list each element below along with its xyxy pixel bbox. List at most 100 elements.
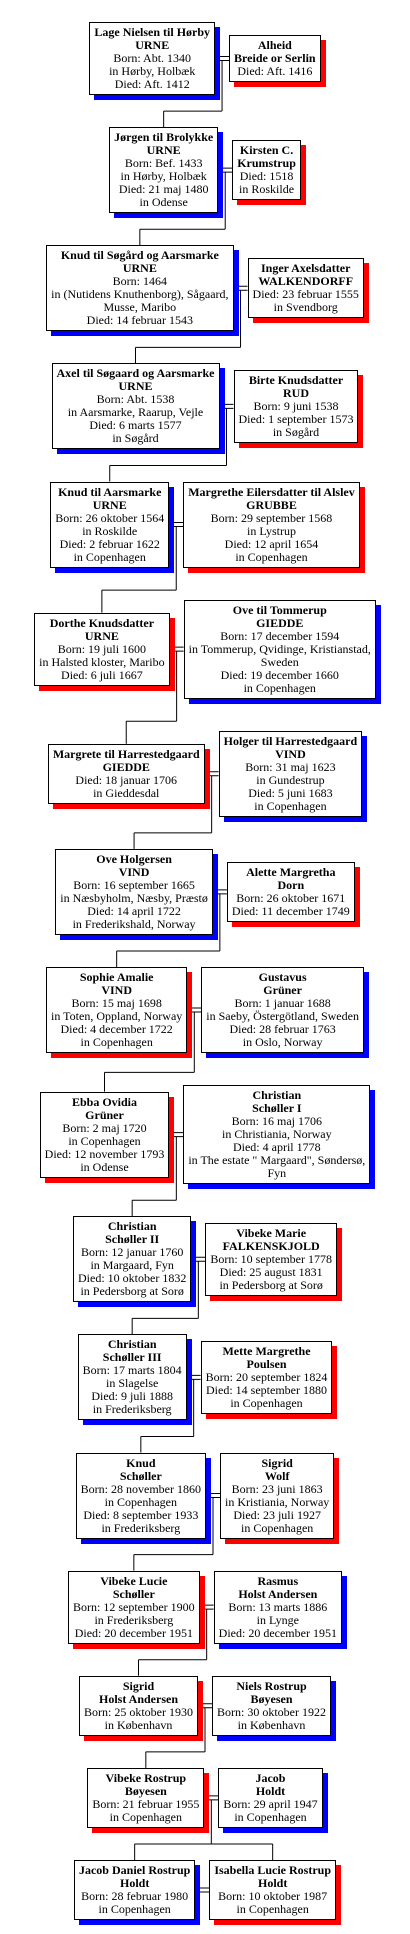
person-detail: Fyn — [267, 1166, 287, 1181]
person-detail: in Pedersborg at Sorø — [219, 1277, 323, 1292]
person-detail: in Slagelse — [106, 1376, 159, 1391]
person-detail: Born: 15 maj 1698 — [71, 996, 162, 1010]
couple-row: Sophie Amalie VIND Born: 15 maj 1698 in Tot… — [0, 967, 410, 1053]
person-box: Kirsten C. Krumstrup Died: 1518 in Roskilde — [232, 140, 301, 201]
person-name: Ove Holgersen — [96, 851, 172, 866]
person-box: Knud Schøller Born: 28 november 1860 in Cop… — [75, 1452, 206, 1539]
couple-row: Christian Schøller II Born: 12 januar 1760… — [0, 1216, 410, 1303]
person-name: Margrete til Harrestedgaard — [52, 746, 200, 761]
person-name: Jørgen til Brolykke — [114, 130, 214, 145]
person-detail: Born: 10 oktober 1987 — [218, 1889, 328, 1903]
person-detail: Born: 30 oktober 1922 — [217, 1704, 326, 1719]
person-box: Christian Schøller I Born: 16 maj 1706 in C… — [183, 1085, 371, 1185]
person-detail: in Saeby, Östergötland, Sweden — [206, 1009, 359, 1023]
person-detail: Born: 26 oktober 1671 — [236, 890, 346, 905]
person-box: Niels Rostrup Bøyesen Born: 30 oktober 192… — [212, 1675, 331, 1736]
person-name: Rasmus — [257, 1573, 299, 1588]
person-detail: in Roskilde — [239, 182, 295, 197]
person-name: Margrethe Eilersdatter til Alslev — [188, 484, 355, 499]
person-detail: Born: 17 marts 1804 — [82, 1363, 182, 1378]
person-box: Margrethe Eilersdatter til Alslev GRUBBE B… — [183, 481, 360, 568]
person-name: Mette Margrethe — [222, 1343, 311, 1358]
person-detail: Born: 28 november 1860 — [80, 1481, 201, 1496]
person-detail: Died: 10 oktober 1832 — [78, 1271, 187, 1286]
person-name: Holger til Harrestedgaard — [223, 733, 358, 748]
person-name: Grüner — [85, 1107, 124, 1122]
person-name: Schøller — [112, 1586, 155, 1601]
person-name: Jacob Daniel Rostrup — [78, 1863, 191, 1877]
couple-row: Ove Holgersen VIND Born: 16 september 1665… — [0, 848, 410, 935]
person-name: URNE — [92, 497, 127, 512]
person-name: RUD — [282, 385, 309, 400]
person-name: Lage Nielsen til Hørby — [94, 25, 211, 39]
person-name: Sophie Amalie — [79, 970, 154, 984]
person-name: URNE — [84, 628, 119, 643]
person-name: Bøyesen — [124, 1783, 167, 1798]
couple-row: Lage Nielsen til Hørby URNE Born: Abt. 134… — [0, 22, 410, 95]
person-box: Mette Margrethe Poulsen Born: 20 september… — [200, 1340, 333, 1414]
person-detail: in Hørby, Holbæk — [109, 64, 196, 78]
person-name: Kirsten C. — [239, 143, 294, 158]
person-detail: Born: 1464 — [112, 274, 167, 289]
person-detail: Born: 31 maj 1623 — [245, 759, 336, 774]
person-detail: Died: 12 april 1654 — [224, 536, 319, 551]
person-detail: in Toten, Oppland, Norway — [51, 1009, 183, 1023]
couple-row: Margrete til Harrestedgaard GIEDDE Died: 1… — [0, 730, 410, 817]
person-box: Birte Knudsdatter RUD Born: 9 juni 1538 Die… — [233, 369, 359, 443]
person-name: Sigrid — [261, 1455, 293, 1470]
person-name: Gustavus — [258, 970, 307, 984]
person-detail: Died: 14 april 1722 — [87, 903, 181, 918]
person-box: Axel til Søgaard og Aarsmarke URNE Born: A… — [51, 363, 220, 450]
person-name: Ebba Ovidia — [71, 1094, 138, 1109]
person-name: Birte Knudsdatter — [248, 372, 344, 387]
person-box: Gustavus Grüner Born: 1 januar 1688 in Saeb… — [201, 967, 364, 1053]
person-detail: in Oslo, Norway — [242, 1035, 323, 1049]
person-detail: Born: 12 september 1900 — [73, 1599, 195, 1614]
person-detail: Died: 12 november 1793 — [44, 1146, 165, 1161]
person-name: Christian — [107, 1337, 157, 1352]
person-detail: in Copenhagen — [243, 680, 316, 695]
person-box: Margrete til Harrestedgaard GIEDDE Died: 1… — [47, 743, 205, 804]
person-detail: in Frederiksberg — [94, 1612, 174, 1627]
person-detail: in Roskilde — [82, 523, 138, 538]
person-detail: in Søgård — [272, 424, 320, 439]
person-detail: Born: 19 juli 1600 — [57, 641, 147, 656]
person-box: Holger til Harrestedgaard VIND Born: 31 ma… — [218, 730, 363, 817]
person-detail: in Lynge — [256, 1612, 299, 1627]
person-detail: Born: 1 januar 1688 — [234, 996, 331, 1010]
person-detail: Born: 10 september 1778 — [210, 1251, 332, 1266]
person-name: Schøller II — [105, 1232, 160, 1247]
person-detail: in Søgård — [112, 431, 159, 446]
person-name: Krumstrup — [237, 156, 296, 171]
person-box: Christian Schøller III Born: 17 marts 1804… — [77, 1334, 187, 1421]
person-detail: Died: Aft. 1412 — [114, 77, 190, 91]
person-name: Bøyesen — [250, 1691, 293, 1706]
person-box: Jørgen til Brolykke URNE Born: Bef. 1433 in… — [109, 127, 219, 214]
person-name: URNE — [146, 143, 181, 158]
person-box: Vibeke Rostrup Bøyesen Born: 21 februar 19… — [87, 1767, 205, 1828]
person-detail: Died: 6 juli 1667 — [61, 667, 143, 682]
person-detail: in Aarsmarke, Raarup, Vejle — [67, 405, 204, 420]
person-name: Schøller — [119, 1468, 162, 1483]
person-detail: Born: Bef. 1433 — [124, 156, 203, 171]
person-detail: in Copenhagen — [98, 1902, 171, 1916]
person-detail: Died: 23 juli 1927 — [233, 1507, 321, 1522]
person-detail: Died: 2 februar 1622 — [59, 536, 160, 551]
person-detail: in Copenhagen — [109, 1809, 182, 1824]
person-name: Knud til Søgård og Aarsmarke — [60, 248, 219, 263]
person-detail: in Tommerup, Qvidinge, Kristianstad, — [188, 641, 371, 656]
person-detail: in Odense — [80, 1159, 129, 1174]
person-detail: Born: 25 oktober 1930 — [84, 1704, 193, 1719]
person-name: URNE — [135, 38, 170, 52]
person-detail: in Lystrup — [246, 523, 296, 538]
person-detail: in Copenhagen — [80, 1035, 153, 1049]
person-name: Holst Andersen — [98, 1691, 178, 1706]
person-detail: Born: 9 juni 1538 — [253, 398, 339, 413]
person-name: Isabella Lucie Rostrup — [214, 1863, 332, 1877]
person-detail: Died: 4 december 1722 — [60, 1022, 173, 1036]
person-detail: Died: 14 februar 1543 — [86, 313, 193, 328]
person-detail: Born: Abt. 1538 — [96, 392, 175, 407]
couple-row: Knud Schøller Born: 28 november 1860 in Cop… — [0, 1452, 410, 1539]
person-detail: in Margaard, Fyn — [90, 1258, 174, 1273]
